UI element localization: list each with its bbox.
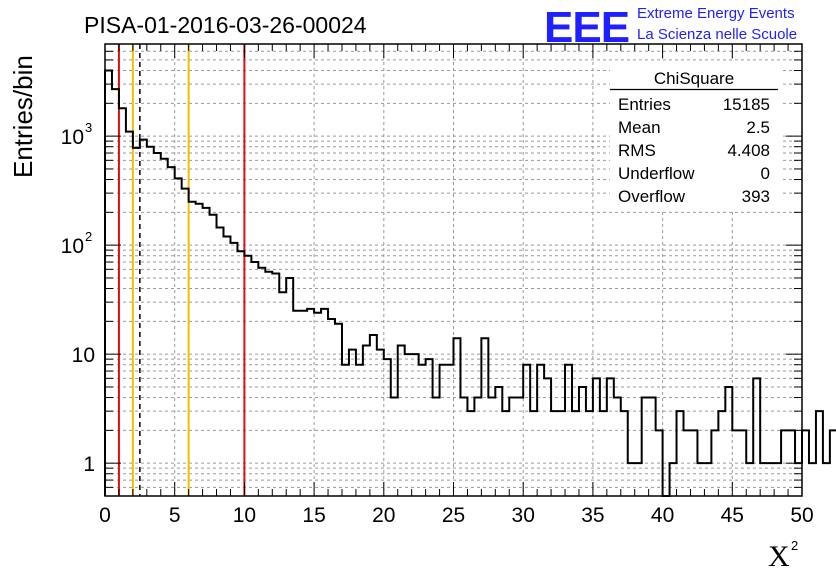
y-tick-label-sup-100: 2 (85, 229, 92, 244)
x-tick-label-15: 15 (302, 504, 325, 527)
stat-value-rms: 4.408 (727, 141, 770, 160)
x-tick-label-35: 35 (581, 504, 604, 527)
stats-box: ChiSquare Entries 15185 Mean 2.5 RMS 4.4… (610, 62, 780, 210)
stats-box-background (610, 62, 780, 210)
x-axis-title: X (768, 540, 790, 572)
histogram-step-line (104, 69, 836, 497)
x-tick-label-40: 40 (651, 504, 674, 527)
stat-label-rms: RMS (618, 141, 656, 160)
x-tick-labels: 0 5 10 15 20 25 30 35 40 45 50 (99, 504, 814, 527)
stat-value-underflow: 0 (761, 164, 770, 183)
y-tick-label-1000: 10 (61, 126, 84, 149)
chart-title: PISA-01-2016-03-26-00024 (84, 12, 367, 38)
eee-logo: EEE Extreme Energy Events La Scienza nel… (544, 3, 797, 52)
stat-label-entries: Entries (618, 95, 671, 114)
eee-logo-line1: Extreme Energy Events (637, 5, 795, 22)
stat-label-underflow: Underflow (618, 164, 695, 183)
eee-logo-mark: EEE (544, 3, 629, 52)
y-tick-label-100: 10 (61, 235, 84, 258)
y-tick-label-1: 1 (83, 453, 95, 476)
x-tick-label-25: 25 (442, 504, 465, 527)
x-tick-label-45: 45 (721, 504, 744, 527)
x-tick-label-50: 50 (790, 504, 813, 527)
stat-value-entries: 15185 (723, 95, 770, 114)
y-tick-label-sup-1000: 3 (85, 120, 92, 135)
stat-label-overflow: Overflow (618, 187, 686, 206)
x-axis-title-superscript: 2 (791, 538, 798, 553)
x-tick-label-20: 20 (372, 504, 395, 527)
stat-label-mean: Mean (618, 118, 661, 137)
x-tick-label-0: 0 (99, 504, 111, 527)
x-tick-label-30: 30 (512, 504, 535, 527)
x-tick-label-10: 10 (233, 504, 256, 527)
x-tick-label-5: 5 (169, 504, 181, 527)
stats-box-title: ChiSquare (654, 69, 734, 88)
stat-value-mean: 2.5 (746, 118, 770, 137)
y-tick-label-10: 10 (72, 344, 95, 367)
y-axis-title: Entries/bin (8, 55, 38, 178)
eee-logo-line2: La Scienza nelle Scuole (637, 26, 797, 43)
stat-value-overflow: 393 (742, 187, 770, 206)
axis-ticks (104, 43, 803, 497)
reference-lines (117, 44, 246, 496)
